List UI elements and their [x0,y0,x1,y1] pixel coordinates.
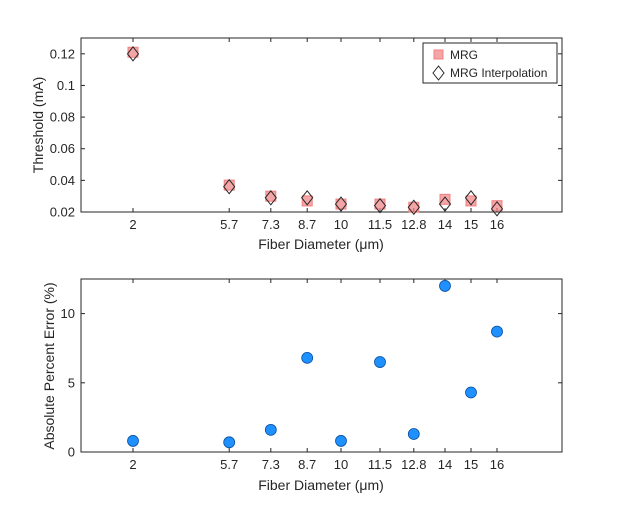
x-tick-label: 11.5 [368,457,392,472]
x-tick-label: 2 [129,217,136,232]
interp-point [464,189,478,206]
mrg-point [301,195,313,207]
x-tick-label: 12.8 [401,217,426,232]
y-tick-label: 0.02 [50,205,75,220]
error-point [491,325,503,338]
error-point [407,428,420,440]
error-point [374,356,386,368]
mrg-point [491,200,503,212]
error-point [335,435,347,447]
error-point [301,351,314,364]
x-axis-label: Fiber Diameter (μm) [258,477,384,493]
legend-marker-interp [432,65,445,81]
y-tick-label: 0 [68,445,75,460]
interp-point [438,196,452,212]
legend-label-mrg: MRG [450,48,478,62]
y-ticks: 0.02 0.04 0.06 0.08 0.1 0.12 [50,46,562,220]
x-tick-label: 10 [334,457,348,472]
interp-point [223,178,236,195]
interp-point [264,189,277,206]
y-tick-label: 10 [61,306,75,321]
error-point [127,435,139,447]
x-tick-label: 11.5 [368,217,392,232]
legend-box [422,42,558,84]
y-tick-label: 0.1 [57,78,75,93]
y-axis-label: Absolute Percent Error (%) [41,282,57,449]
x-tick-label: 5.7 [220,457,238,472]
y-axis-label: Threshold (mA) [30,77,46,173]
x-tick-label: 8.7 [298,457,316,472]
x-tick-label: 16 [490,457,504,472]
y-tick-label: 0.06 [50,141,75,156]
x-axis-label-end: m) [367,236,383,252]
x-ticks: 2 5.7 7.3 8.7 10 11.5 12.8 14 15 16 [129,38,504,232]
plot-area-frame [80,278,563,453]
interp-point [490,201,504,217]
x-axis-label-mu: μ [359,236,367,252]
x-tick-label: 15 [464,217,478,232]
x-axis-label-end: m) [367,477,383,493]
x-axis-label-main: Fiber Diameter ( [258,236,359,252]
interp-point [126,46,140,62]
x-tick-label: 10 [334,217,348,232]
threshold-plot: 2 5.7 7.3 8.7 10 11.5 12.8 14 15 16 0.020.040.060… [30,37,563,252]
y-tick-label: 5 [68,375,75,390]
error-point [264,423,277,436]
x-axis-label: Fiber Diameter (μm) [258,236,384,252]
legend-marker-mrg [433,49,444,60]
error-point [223,436,236,449]
mrg-point [335,198,347,210]
mrg-point [408,201,420,213]
x-tick-label: 12.8 [401,457,426,472]
x-tick-label: 8.7 [298,217,316,232]
data-points [126,46,504,217]
x-tick-label: 16 [490,217,504,232]
y-tick-label: 0.08 [50,110,75,125]
x-tick-label: 7.3 [262,457,280,472]
mrg-point [465,195,477,207]
x-tick-label: 14 [438,217,452,232]
mrg-point [439,193,451,205]
legend: MRG MRG Interpolation [422,42,558,84]
y-tick-label: 0.04 [50,173,75,188]
data-points [127,280,503,449]
x-tick-label: 5.7 [220,217,238,232]
interp-point [373,197,387,214]
interp-point [301,189,314,206]
x-axis-label-mu: μ [359,477,367,493]
x-tick-label: 15 [464,457,478,472]
y-ticks: 0 5 10 [61,306,562,460]
interp-point [334,196,348,212]
interp-point [407,199,420,216]
x-tick-label: 7.3 [262,217,280,232]
error-point [465,386,477,399]
error-point [439,280,451,292]
y-tick-label: 0.12 [50,46,75,61]
x-tick-label: 2 [129,457,136,472]
error-plot: 2 5.7 7.3 8.7 10 11.5 12.8 14 15 16 0 5 10 Absolute… [41,278,563,493]
x-axis-label-main: Fiber Diameter ( [258,477,359,493]
legend-label-interp: MRG Interpolation [450,66,547,80]
x-tick-label: 14 [438,457,452,472]
